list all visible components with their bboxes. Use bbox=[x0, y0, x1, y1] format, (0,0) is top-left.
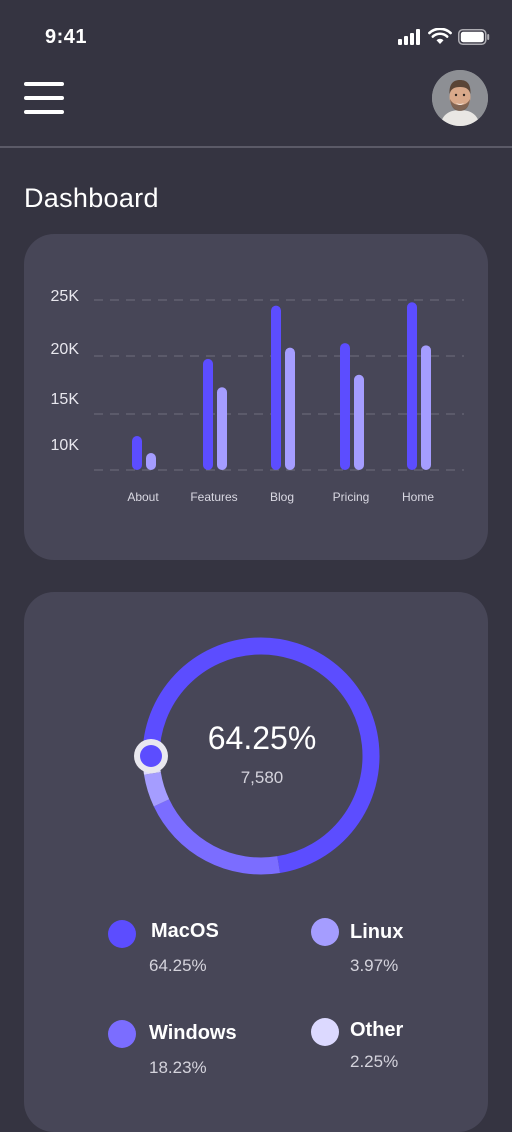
legend-label-linux: Linux bbox=[350, 921, 404, 943]
status-time: 9:41 bbox=[45, 26, 88, 48]
legend-value-linux: 3.97% bbox=[350, 956, 399, 975]
x-tick-label-blog: Blog bbox=[270, 490, 294, 504]
bar-pricing-series-2 bbox=[354, 374, 364, 470]
donut-center-percent: 64.25% bbox=[207, 720, 317, 756]
status-bar: 9:41 bbox=[0, 0, 512, 70]
status-icons bbox=[398, 28, 490, 45]
page-traffic-bar-chart-card: 25K 20K 15K 10K About Features Blog Pricing Home bbox=[24, 234, 488, 560]
donut-chart bbox=[134, 637, 380, 875]
legend-label-windows: Windows bbox=[149, 1022, 237, 1044]
wifi-icon bbox=[428, 28, 452, 44]
y-tick-label: 25K bbox=[51, 288, 80, 305]
bar-blog-series-2 bbox=[285, 347, 295, 470]
legend-label-other: Other bbox=[350, 1019, 404, 1041]
bar-about-series-1 bbox=[132, 436, 142, 470]
donut-slice-macos bbox=[142, 637, 380, 873]
donut-center-value: 7,580 bbox=[240, 768, 284, 787]
bar-pricing-series-1 bbox=[340, 343, 350, 470]
x-tick-label-about: About bbox=[127, 490, 159, 504]
bar-features-series-2 bbox=[217, 387, 227, 470]
donut-handle[interactable] bbox=[140, 745, 162, 767]
bar-chart: 25K 20K 15K 10K About Features Blog Pricing Home bbox=[51, 288, 464, 504]
x-tick-label-features: Features bbox=[190, 490, 237, 504]
legend-value-other: 2.25% bbox=[350, 1052, 399, 1071]
legend-dot-linux bbox=[311, 918, 339, 946]
y-tick-label: 20K bbox=[51, 341, 80, 358]
top-header bbox=[0, 70, 512, 148]
legend-label-macos: MacOS bbox=[151, 920, 219, 942]
bar-about-series-2 bbox=[146, 453, 156, 470]
battery-icon bbox=[458, 28, 490, 45]
bar-blog-series-1 bbox=[271, 305, 281, 470]
os-share-donut-card: 64.25% 7,580 MacOS 64.25% Linux 3.97% Wi… bbox=[24, 592, 488, 1132]
legend-dot-macos bbox=[108, 920, 136, 948]
legend-value-windows: 18.23% bbox=[149, 1058, 207, 1077]
donut-slice-windows bbox=[153, 799, 281, 875]
x-tick-label-pricing: Pricing bbox=[333, 490, 370, 504]
donut-slice-linux bbox=[144, 771, 170, 807]
hamburger-menu-icon[interactable] bbox=[24, 82, 64, 114]
signal-icon bbox=[398, 28, 420, 45]
bar-home-series-1 bbox=[407, 302, 417, 470]
y-tick-label: 10K bbox=[51, 437, 80, 454]
y-tick-label: 15K bbox=[51, 391, 80, 408]
x-tick-label-home: Home bbox=[402, 490, 434, 504]
avatar-image bbox=[432, 70, 488, 126]
user-avatar[interactable] bbox=[432, 70, 488, 126]
page-title: Dashboard bbox=[24, 183, 159, 213]
legend-dot-other bbox=[311, 1018, 339, 1046]
legend-dot-windows bbox=[108, 1020, 136, 1048]
legend-value-macos: 64.25% bbox=[149, 956, 207, 975]
bar-features-series-1 bbox=[203, 358, 213, 470]
bar-home-series-2 bbox=[421, 345, 431, 470]
